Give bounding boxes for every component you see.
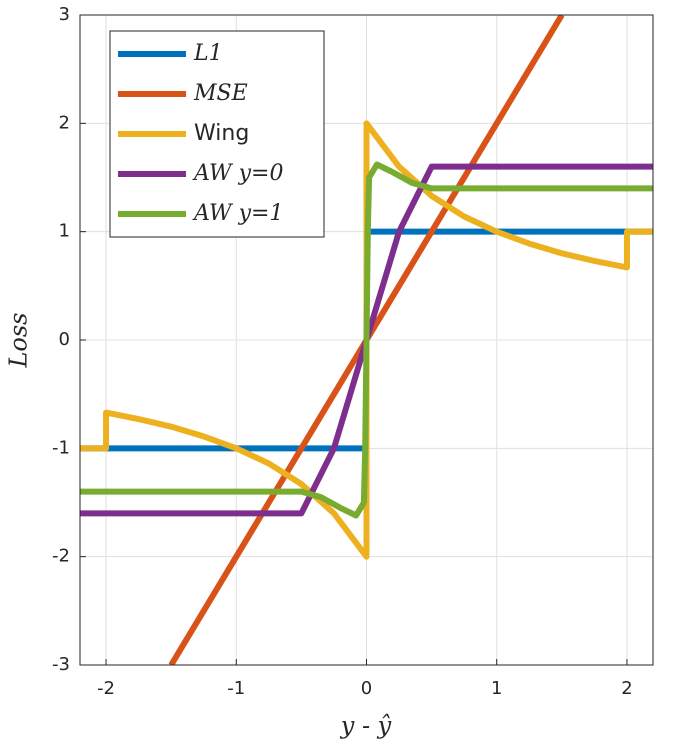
legend-label: Wing: [194, 121, 249, 146]
x-axis-label: y - ŷ: [340, 712, 392, 740]
x-tick-label: 2: [621, 678, 632, 699]
legend-label: AW y=0: [192, 161, 283, 186]
y-tick-label: 1: [59, 221, 70, 242]
x-tick-label: -1: [227, 678, 245, 699]
y-tick-label: -3: [52, 654, 70, 675]
y-axis-label: Loss: [5, 312, 33, 368]
x-tick-label: -2: [97, 678, 115, 699]
y-tick-label: -2: [52, 546, 70, 567]
axes-box: [79, 14, 654, 666]
y-tick-label: 3: [59, 4, 70, 25]
y-tick-label: 2: [59, 112, 70, 133]
y-tick-label: -1: [52, 437, 70, 458]
x-tick-label: 0: [361, 678, 372, 699]
legend-label: AW y=1: [192, 201, 283, 226]
y-tick-label: 0: [59, 329, 70, 350]
series-line: [80, 161, 653, 519]
x-tick-label: 1: [491, 678, 502, 699]
legend-label: MSE: [193, 81, 248, 106]
legend-label: L1: [193, 41, 223, 66]
